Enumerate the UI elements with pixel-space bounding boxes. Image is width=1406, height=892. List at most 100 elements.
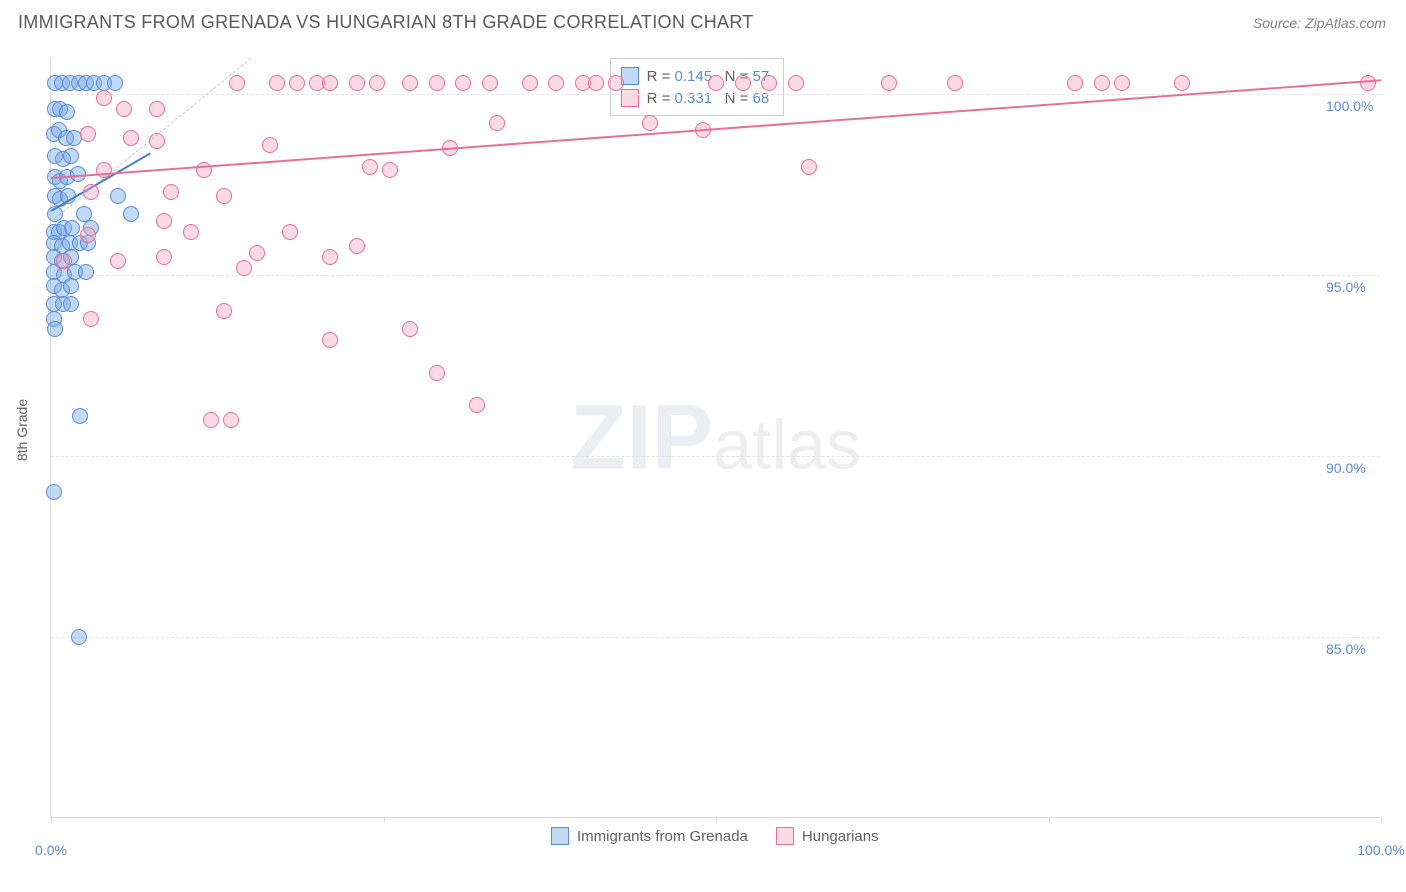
y-tick-label: 95.0%	[1326, 279, 1366, 295]
data-point-hungarian	[269, 75, 285, 91]
bottom-legend-item-grenada: Immigrants from Grenada	[551, 827, 748, 845]
data-point-hungarian	[608, 75, 624, 91]
data-point-hungarian	[947, 75, 963, 91]
x-tick	[51, 817, 52, 823]
data-point-hungarian	[282, 224, 298, 240]
data-point-hungarian	[1174, 75, 1190, 91]
data-point-grenada	[59, 104, 75, 120]
data-point-hungarian	[96, 90, 112, 106]
data-point-hungarian	[362, 159, 378, 175]
data-point-hungarian	[788, 75, 804, 91]
y-axis-label: 8th Grade	[14, 399, 30, 461]
data-point-hungarian	[588, 75, 604, 91]
data-point-hungarian	[80, 126, 96, 142]
data-point-hungarian	[1360, 75, 1376, 91]
legend-swatch-hungarian	[621, 89, 639, 107]
data-point-hungarian	[402, 321, 418, 337]
data-point-hungarian	[801, 159, 817, 175]
data-point-hungarian	[322, 332, 338, 348]
data-point-hungarian	[149, 133, 165, 149]
data-point-hungarian	[262, 137, 278, 153]
bottom-legend-label-hungarian: Hungarians	[802, 828, 879, 845]
data-point-hungarian	[482, 75, 498, 91]
data-point-grenada	[107, 75, 123, 91]
data-point-hungarian	[708, 75, 724, 91]
data-point-grenada	[63, 296, 79, 312]
data-point-hungarian	[1114, 75, 1130, 91]
watermark-zip: ZIP	[570, 386, 713, 488]
data-point-grenada	[47, 321, 63, 337]
scatter-plot-area: ZIPatlas R = 0.145 N = 57R = 0.331 N = 6…	[50, 58, 1380, 818]
data-point-hungarian	[110, 253, 126, 269]
bottom-legend-swatch-hungarian	[776, 827, 794, 845]
data-point-hungarian	[402, 75, 418, 91]
y-tick-label: 100.0%	[1326, 98, 1373, 114]
data-point-hungarian	[236, 260, 252, 276]
data-point-hungarian	[735, 75, 751, 91]
x-tick	[384, 817, 385, 823]
bottom-legend-swatch-grenada	[551, 827, 569, 845]
data-point-hungarian	[469, 397, 485, 413]
data-point-grenada	[46, 484, 62, 500]
data-point-hungarian	[149, 101, 165, 117]
data-point-hungarian	[83, 184, 99, 200]
data-point-hungarian	[548, 75, 564, 91]
data-point-hungarian	[156, 249, 172, 265]
x-tick	[716, 817, 717, 823]
legend-row-hungarian: R = 0.331 N = 68	[621, 87, 770, 109]
y-tick-label: 85.0%	[1326, 641, 1366, 657]
data-point-grenada	[63, 278, 79, 294]
data-point-hungarian	[522, 75, 538, 91]
bottom-legend-item-hungarian: Hungarians	[776, 827, 879, 845]
data-point-hungarian	[489, 115, 505, 131]
data-point-hungarian	[123, 130, 139, 146]
x-tick	[1049, 817, 1050, 823]
data-point-hungarian	[429, 365, 445, 381]
data-point-grenada	[63, 148, 79, 164]
bottom-legend-label-grenada: Immigrants from Grenada	[577, 828, 748, 845]
data-point-hungarian	[322, 249, 338, 265]
data-point-hungarian	[203, 412, 219, 428]
data-point-hungarian	[183, 224, 199, 240]
data-point-hungarian	[322, 75, 338, 91]
data-point-hungarian	[96, 162, 112, 178]
gridline	[51, 637, 1380, 638]
y-tick-label: 90.0%	[1326, 460, 1366, 476]
data-point-hungarian	[349, 238, 365, 254]
data-point-grenada	[66, 130, 82, 146]
data-point-hungarian	[223, 412, 239, 428]
data-point-hungarian	[429, 75, 445, 91]
data-point-hungarian	[382, 162, 398, 178]
data-point-hungarian	[761, 75, 777, 91]
watermark: ZIPatlas	[570, 385, 861, 490]
data-point-hungarian	[349, 75, 365, 91]
data-point-hungarian	[116, 101, 132, 117]
data-point-hungarian	[163, 184, 179, 200]
data-point-grenada	[71, 629, 87, 645]
data-point-hungarian	[229, 75, 245, 91]
watermark-atlas: atlas	[713, 405, 861, 483]
x-tick-label: 100.0%	[1357, 842, 1404, 858]
data-point-hungarian	[83, 311, 99, 327]
series-legend: Immigrants from Grenada Hungarians	[551, 827, 879, 845]
chart-title: IMMIGRANTS FROM GRENADA VS HUNGARIAN 8TH…	[18, 12, 754, 33]
data-point-hungarian	[249, 245, 265, 261]
gridline	[51, 456, 1380, 457]
data-point-hungarian	[881, 75, 897, 91]
data-point-hungarian	[642, 115, 658, 131]
legend-stats-hungarian: R = 0.331 N = 68	[647, 90, 770, 107]
gridline	[51, 275, 1380, 276]
data-point-hungarian	[80, 227, 96, 243]
data-point-hungarian	[1094, 75, 1110, 91]
data-point-hungarian	[289, 75, 305, 91]
data-point-hungarian	[455, 75, 471, 91]
data-point-hungarian	[369, 75, 385, 91]
x-tick-label: 0.0%	[35, 842, 67, 858]
data-point-grenada	[78, 264, 94, 280]
data-point-hungarian	[1067, 75, 1083, 91]
data-point-grenada	[110, 188, 126, 204]
data-point-hungarian	[156, 213, 172, 229]
data-point-grenada	[123, 206, 139, 222]
data-point-hungarian	[216, 188, 232, 204]
data-point-hungarian	[56, 253, 72, 269]
